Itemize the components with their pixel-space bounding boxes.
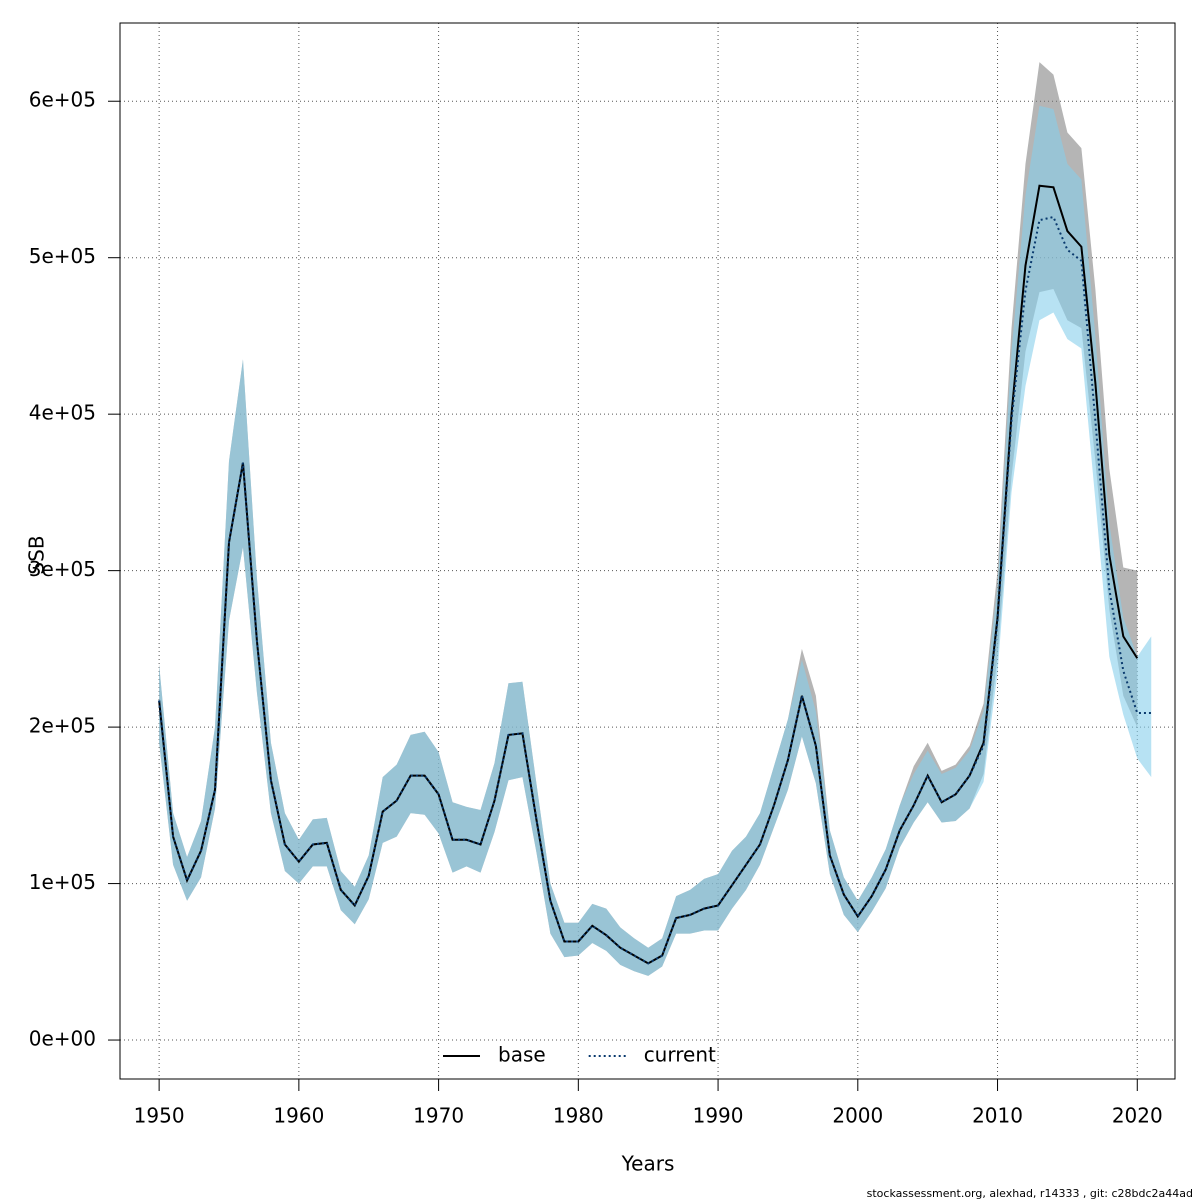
x-tick-label: 2000 <box>832 1104 883 1128</box>
y-tick-label: 5e+05 <box>29 244 96 268</box>
y-axis-label: SSB <box>25 535 49 574</box>
x-tick-label: 1980 <box>553 1104 604 1128</box>
y-tick-label: 0e+00 <box>29 1027 96 1051</box>
legend-label: base <box>498 1043 546 1067</box>
x-tick-label: 1970 <box>413 1104 464 1128</box>
x-tick-label: 1990 <box>693 1104 744 1128</box>
y-tick-label: 1e+05 <box>29 870 96 894</box>
y-tick-label: 2e+05 <box>29 714 96 738</box>
x-axis-label: Years <box>621 1152 675 1176</box>
x-tick-label: 2010 <box>972 1104 1023 1128</box>
y-tick-label: 6e+05 <box>29 88 96 112</box>
x-tick-label: 2020 <box>1112 1104 1163 1128</box>
x-tick-label: 1950 <box>134 1104 185 1128</box>
y-tick-label: 4e+05 <box>29 401 96 425</box>
legend-label: current <box>644 1043 716 1067</box>
y-tick-label: 3e+05 <box>29 557 96 581</box>
plot-frame <box>119 22 1176 1080</box>
series-line <box>158 215 1152 965</box>
x-tick-label: 1960 <box>273 1104 324 1128</box>
footer: stockassessment.org, alexhad, r14333 , g… <box>867 1187 1193 1200</box>
confidence-band <box>159 105 1152 976</box>
